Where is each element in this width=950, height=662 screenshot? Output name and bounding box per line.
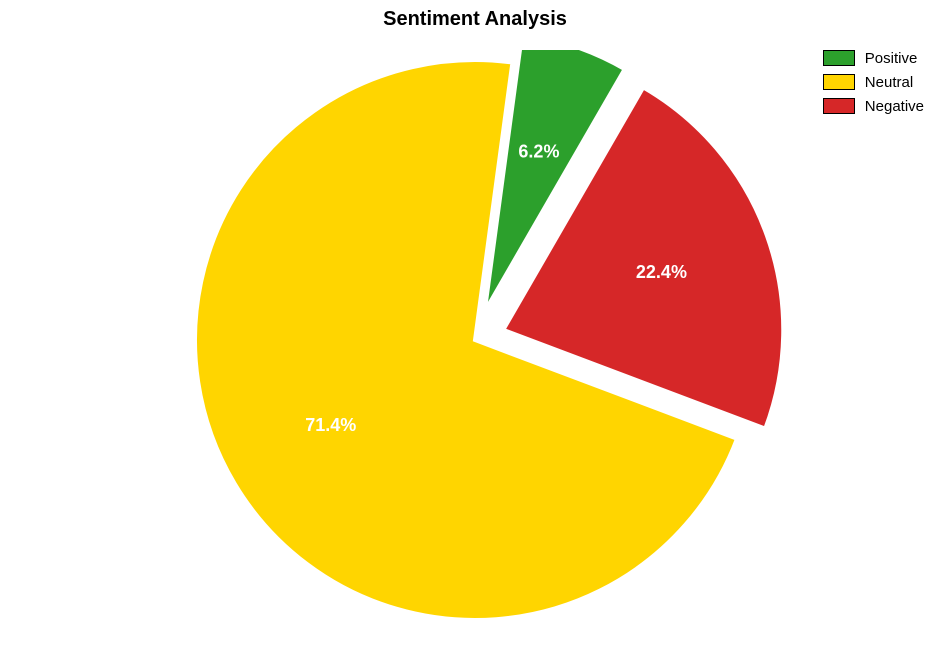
legend-item-neutral: Neutral (823, 72, 924, 92)
pie-chart: 6.2% 71.4% 22.4% (0, 50, 950, 650)
legend-label-neutral: Neutral (865, 74, 913, 91)
legend-label-positive: Positive (865, 50, 918, 67)
pie-label-neutral: 71.4% (305, 415, 356, 435)
legend: Positive Neutral Negative (823, 48, 924, 116)
pie-label-positive: 6.2% (518, 141, 559, 161)
legend-swatch-positive (823, 50, 855, 66)
legend-label-negative: Negative (865, 98, 924, 115)
legend-item-negative: Negative (823, 96, 924, 116)
legend-swatch-neutral (823, 74, 855, 90)
pie-label-negative: 22.4% (636, 262, 687, 282)
legend-swatch-negative (823, 98, 855, 114)
chart-title: Sentiment Analysis (0, 8, 950, 31)
legend-item-positive: Positive (823, 48, 924, 68)
